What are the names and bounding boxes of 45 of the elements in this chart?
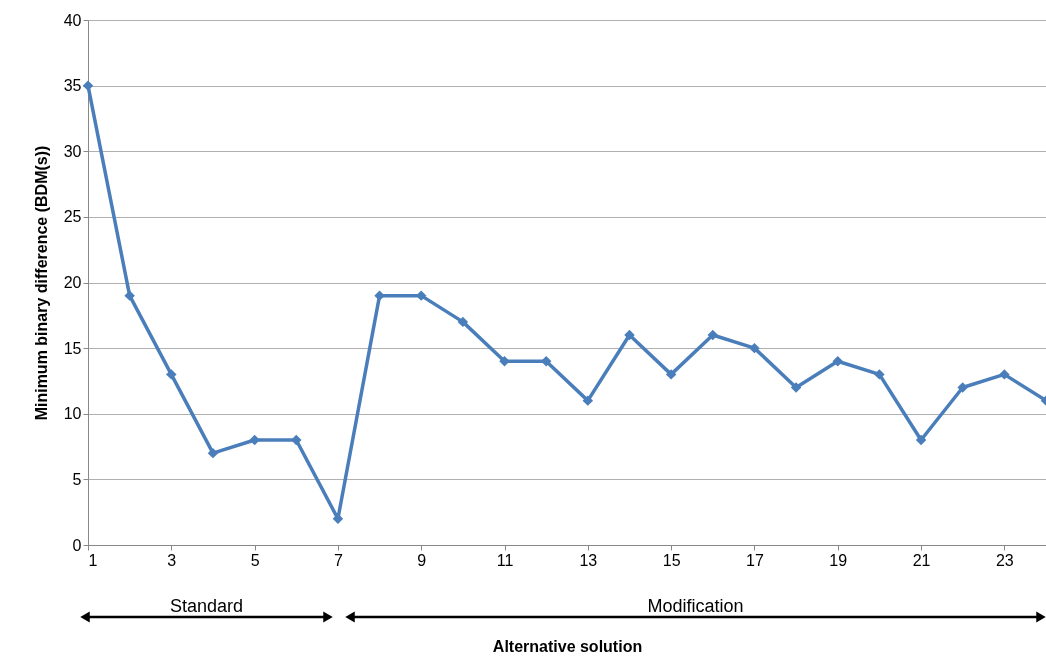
- y-tick-label: 30: [63, 142, 82, 160]
- point: [207, 447, 219, 459]
- x-tick-label: 23: [995, 551, 1014, 569]
- text: Standard: [169, 596, 244, 616]
- point: [790, 382, 802, 393]
- y-tick-label: 15: [63, 339, 82, 357]
- x-tick-label: 21: [912, 551, 931, 569]
- y-tick-label: 25: [63, 208, 82, 226]
- x-tick-label: 1: [88, 551, 98, 569]
- point: [874, 369, 885, 380]
- point: [166, 369, 177, 380]
- x-axis-title: Alternative solution: [492, 637, 643, 655]
- point: [915, 434, 927, 446]
- x-tick-label: 19: [829, 551, 848, 569]
- x-tick-label: 9: [417, 551, 427, 569]
- point: [82, 80, 94, 91]
- y-tick-label: 0: [72, 536, 82, 554]
- point: [999, 369, 1010, 380]
- point: [707, 329, 719, 341]
- point: [665, 369, 677, 380]
- y-axis-title: Minimum binary difference (BDM(s)): [32, 145, 50, 421]
- x-tick-label: 5: [250, 551, 260, 569]
- x-tick-label: 7: [333, 551, 343, 569]
- point: [374, 290, 385, 301]
- y-tick-label: 40: [63, 11, 82, 29]
- x-tick-label: 3: [167, 551, 177, 569]
- point: [624, 329, 635, 341]
- x-tick-label: 13: [579, 551, 598, 569]
- y-tick-label: 35: [63, 77, 82, 95]
- y-tick-label: 5: [72, 470, 82, 488]
- point: [749, 342, 760, 354]
- text: Modification: [647, 596, 744, 616]
- point: [499, 356, 510, 367]
- x-tick-label: 15: [662, 551, 681, 569]
- point: [957, 382, 968, 393]
- y-tick-label: 20: [63, 274, 82, 291]
- point: [124, 290, 135, 301]
- point: [582, 395, 594, 406]
- point: [291, 434, 302, 446]
- x-tick-label: 17: [746, 551, 764, 569]
- point: [832, 356, 843, 367]
- point: [249, 434, 260, 446]
- y-tick-label: 10: [63, 405, 82, 423]
- x-tick-label: 11: [496, 551, 514, 569]
- point: [457, 316, 469, 328]
